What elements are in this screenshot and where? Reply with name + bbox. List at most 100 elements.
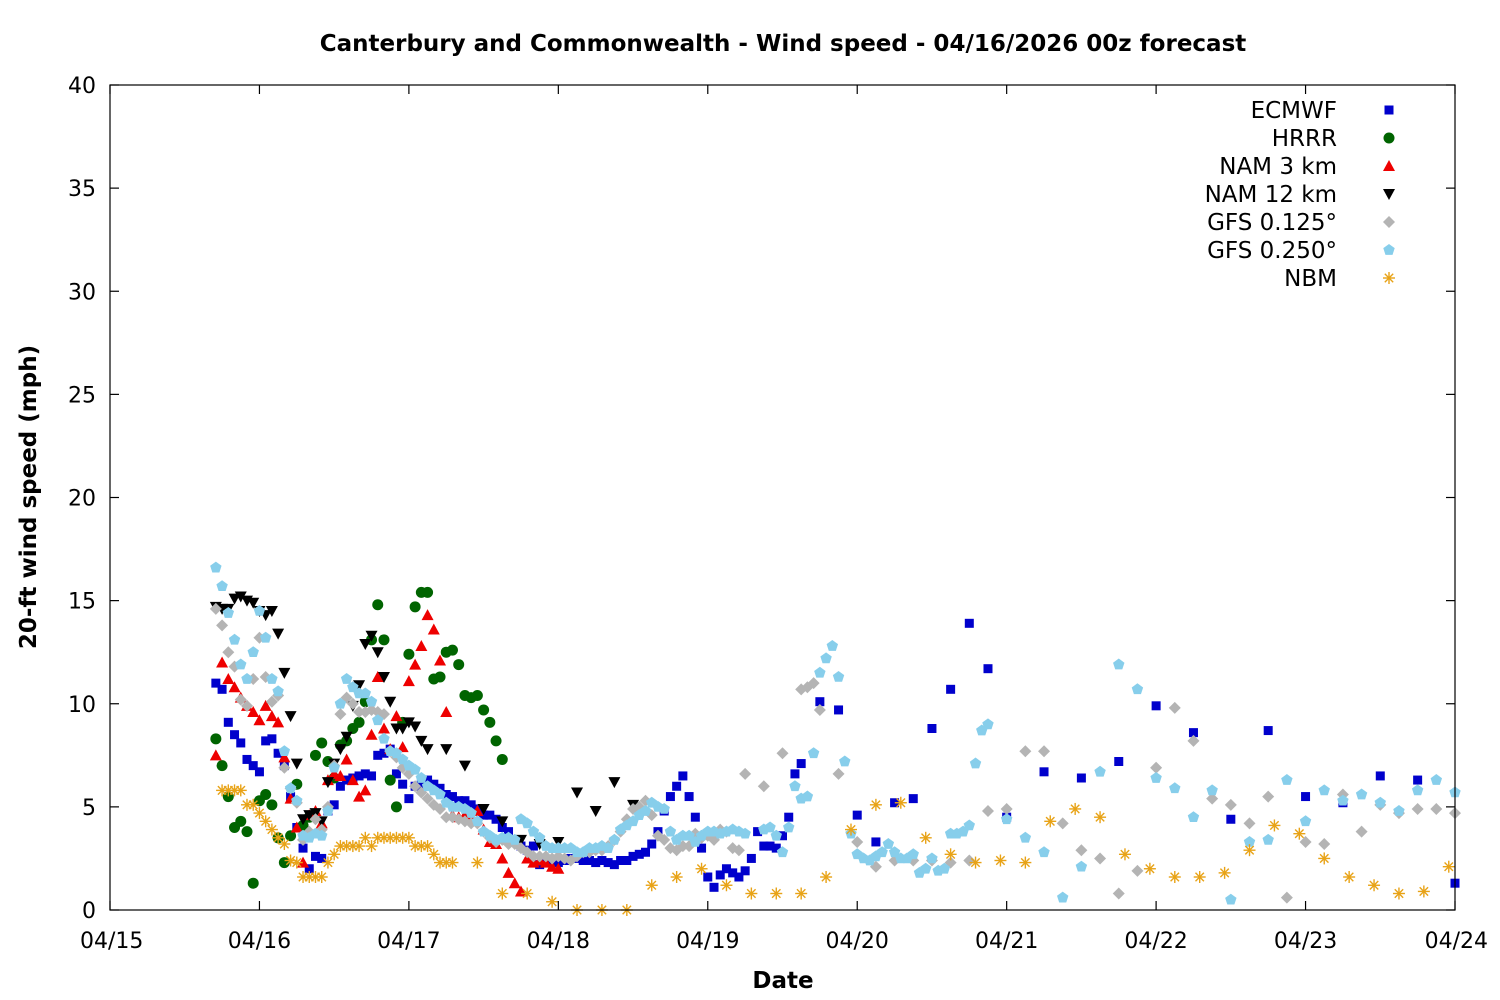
data-point [1131,864,1144,877]
data-point [926,852,938,864]
data-point [273,748,283,758]
data-point [260,789,272,800]
data-point [894,796,907,809]
data-point [477,803,490,815]
data-point [209,602,222,615]
data-point [820,871,833,883]
data-point [247,877,259,889]
data-point [365,695,378,707]
legend-label: GFS 0.250° [1207,238,1337,264]
data-point [527,850,540,863]
data-point [340,673,353,684]
y-tick-label: 15 [68,590,96,615]
data-point [1075,844,1088,857]
data-point [491,814,501,824]
data-point [409,601,421,613]
data-point [242,754,252,764]
data-point [315,871,328,883]
data-point [709,882,719,892]
data-point [447,792,457,802]
data-point [1057,891,1069,903]
x-tick-label: 04/20 [826,929,889,954]
data-point [316,829,328,841]
data-point [608,833,621,845]
data-point [230,730,240,740]
data-point [423,775,433,785]
data-point [353,680,366,692]
data-point [234,591,247,603]
data-point [1393,805,1405,816]
data-point [527,825,540,837]
data-point [920,862,932,874]
data-point [969,757,982,769]
data-point [396,753,409,765]
data-point [1243,844,1256,857]
data-point [994,854,1007,867]
data-point [1368,879,1381,892]
data-point [765,841,775,851]
data-point [1262,833,1274,845]
data-point [969,856,982,869]
data-point [234,693,247,706]
data-point [946,684,956,694]
data-point [757,780,770,793]
data-point [471,690,483,701]
data-point [234,784,247,797]
data-point [372,599,384,611]
data-point [602,842,614,853]
data-point [1374,796,1386,808]
data-point [715,870,725,880]
data-point [1168,871,1181,883]
data-point [1094,852,1107,865]
data-point [1337,794,1349,806]
data-point [223,717,233,727]
data-point [434,671,446,683]
data-point [278,751,291,763]
data-point [377,671,390,683]
data-point [334,769,347,781]
legend-label: NBM [1284,266,1337,292]
data-point [359,638,372,650]
data-point [1243,817,1256,830]
data-point [478,704,490,716]
data-point [353,716,365,728]
data-point [409,780,422,793]
data-point [266,799,278,811]
data-point [209,749,222,761]
x-tick-label: 04/15 [80,929,143,954]
data-point [342,775,352,785]
data-point [1000,802,1013,815]
series-gfs-0-250 [210,561,1461,905]
data-point [265,695,278,708]
data-point [372,714,384,726]
data-point [298,843,308,853]
data-point [359,831,372,844]
data-point [1226,814,1236,824]
data-point [1262,790,1275,803]
data-point [1417,885,1430,898]
legend-marker [1383,272,1395,284]
data-point [210,733,222,745]
data-point [290,856,303,869]
data-point [379,748,389,758]
data-point [247,706,260,717]
data-point [1044,815,1057,828]
legend-label: GFS 0.125° [1207,210,1337,236]
data-point [720,879,733,892]
data-point [683,829,695,841]
data-point [261,736,271,746]
data-point [259,699,272,711]
y-tick-label: 35 [68,177,96,202]
data-point [335,781,345,791]
data-point [801,790,814,802]
data-point [1075,860,1088,872]
legend-marker [1383,189,1395,200]
data-point [371,670,384,682]
data-point [321,777,334,789]
data-point [639,805,652,816]
data-point [422,586,434,598]
data-point [1019,856,1032,869]
data-point [502,866,515,878]
data-point [334,708,347,721]
